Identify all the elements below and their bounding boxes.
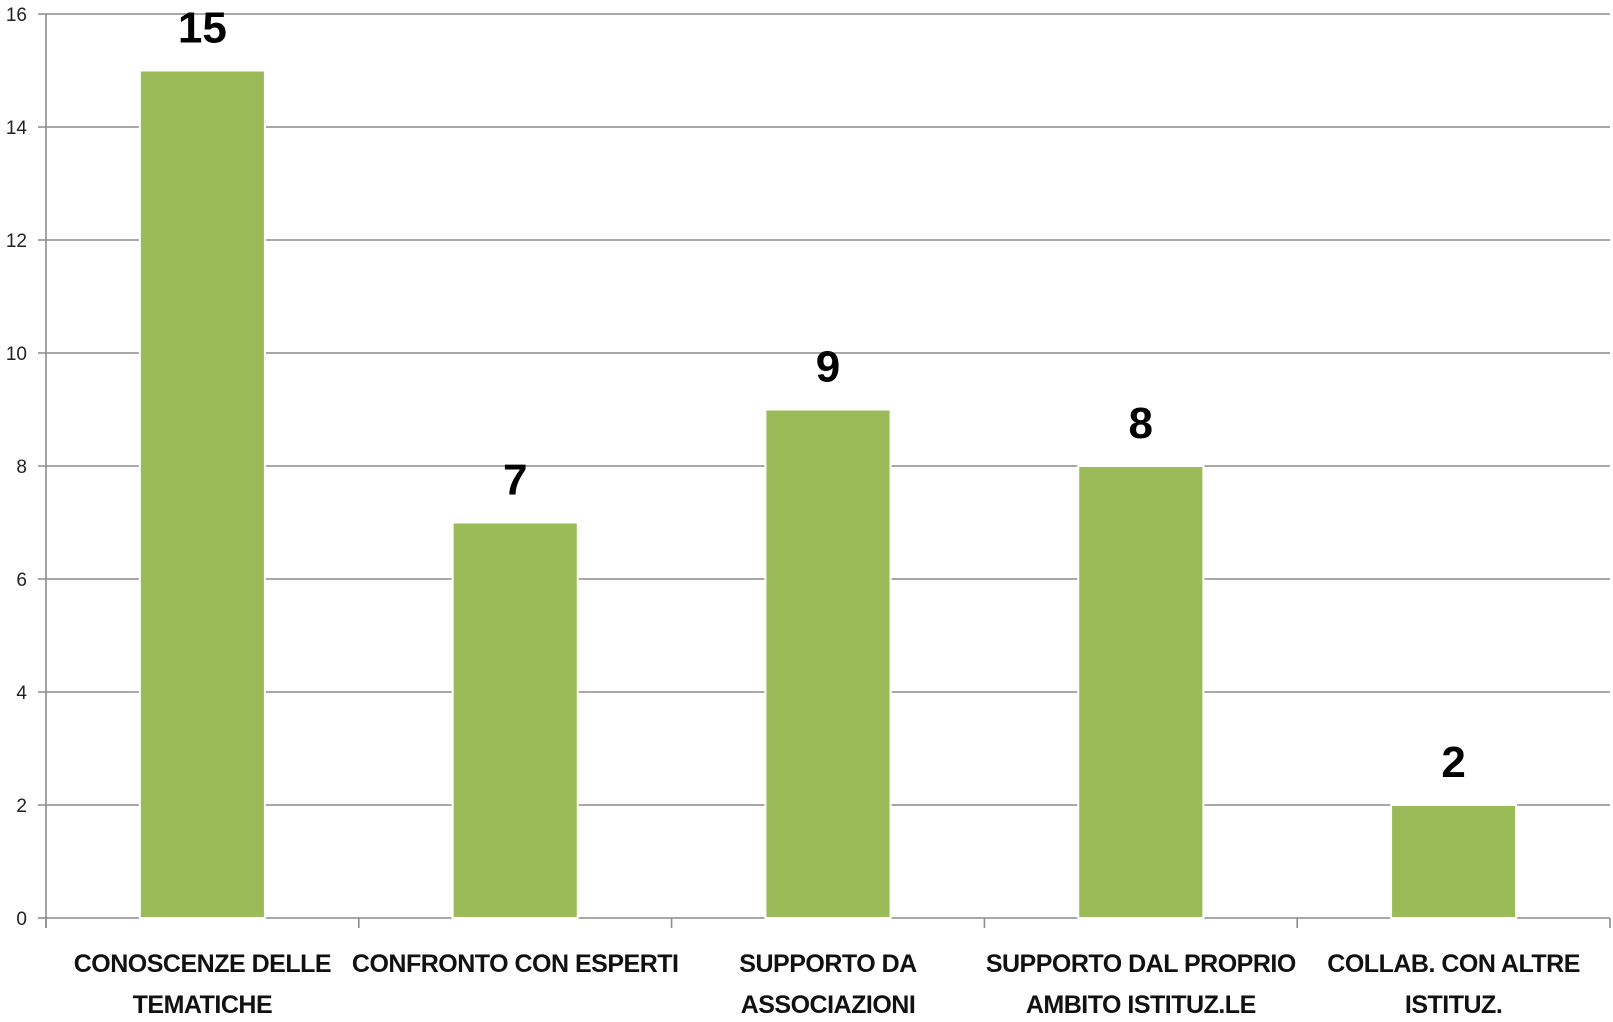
y-tick-label: 14 [6, 118, 28, 139]
y-tick-label: 16 [6, 5, 27, 26]
x-tick-label: CONOSCENZE DELLE TEMATICHE [74, 950, 331, 1019]
x-tick-label-line: SUPPORTO DAL PROPRIO [986, 950, 1296, 978]
data-label: 8 [1129, 399, 1153, 448]
x-tick-label-line: SUPPORTO DA [739, 950, 917, 978]
bar [764, 408, 892, 919]
bar [1077, 465, 1205, 919]
x-tick-label-line: ASSOCIAZIONI [741, 991, 916, 1019]
y-tick-label: 10 [6, 344, 27, 365]
x-tick-label-line: COLLAB. CON ALTRE [1327, 950, 1580, 978]
y-tick-label: 0 [16, 909, 27, 930]
y-tick-label: 4 [16, 683, 27, 704]
data-label: 7 [503, 456, 527, 505]
x-tick-label: CONFRONTO CON ESPERTI [352, 950, 679, 978]
bar [1390, 804, 1518, 919]
labels: 0 2 4 6 8 10 12 14 16 15 CONOSCENZE DELLE TEMATICHE… [6, 4, 1581, 1020]
bar [451, 521, 579, 919]
data-label: 2 [1441, 738, 1465, 787]
x-tick-label-line: ISTITUZ. [1405, 991, 1502, 1019]
x-tick-label: COLLAB. CON ALTRE ISTITUZ. [1327, 950, 1580, 1019]
x-tick-label-line: AMBITO ISTITUZ.LE [1026, 991, 1256, 1019]
x-tick-label-line: CONFRONTO CON ESPERTI [352, 950, 679, 978]
y-tick-label: 2 [16, 796, 27, 817]
y-tick-label: 6 [16, 570, 27, 591]
x-tick-label-line: CONOSCENZE DELLE [74, 950, 331, 978]
bars [138, 69, 1518, 919]
x-tick-label: SUPPORTO DAL PROPRIO AMBITO ISTITUZ.LE [986, 950, 1296, 1019]
data-label: 15 [178, 4, 227, 53]
bar [138, 69, 266, 919]
x-tick-label-line: TEMATICHE [133, 991, 272, 1019]
y-tick-label: 12 [6, 231, 27, 252]
data-label: 9 [816, 343, 840, 392]
x-tick-label: SUPPORTO DA ASSOCIAZIONI [739, 950, 917, 1019]
y-tick-label: 8 [16, 457, 27, 478]
